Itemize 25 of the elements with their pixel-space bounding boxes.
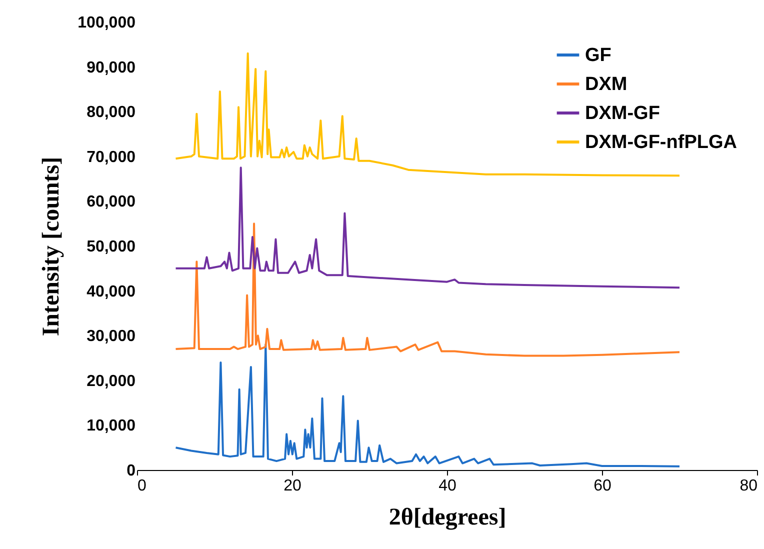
y-tick-label: 100,000 [78,14,136,32]
y-tick-label: 40,000 [86,283,136,300]
line-series [174,166,680,289]
legend-label: GF [585,45,612,66]
x-tick-label: 40 [438,478,456,494]
x-tick-label: 60 [594,478,612,494]
legend-label: DXM-GF [585,103,660,124]
y-tick-label: 20,000 [86,372,136,390]
legend-label: DXM [585,74,628,95]
x-tick-label: 20 [284,478,302,494]
x-tick-label: 80 [740,478,758,494]
y-tick-label: 90,000 [86,59,136,76]
y-tick-label: 80,000 [86,104,136,122]
y-tick-label: 30,000 [86,328,136,346]
y-tick-label: 60,000 [86,194,136,211]
y-tick-label: 10,000 [86,418,136,435]
y-tick-label: 70,000 [86,148,136,166]
line-series [174,344,680,468]
legend-label: DXM-GF-nfPLGA [585,132,738,153]
x-tick-label: 0 [138,478,146,494]
x-axis-title: 2θ[degrees] [388,504,506,530]
y-tick-label: 0 [126,462,136,480]
y-tick-label: 50,000 [86,238,136,256]
line-series [174,222,680,357]
y-axis-title: Intensity [counts] [38,156,65,336]
